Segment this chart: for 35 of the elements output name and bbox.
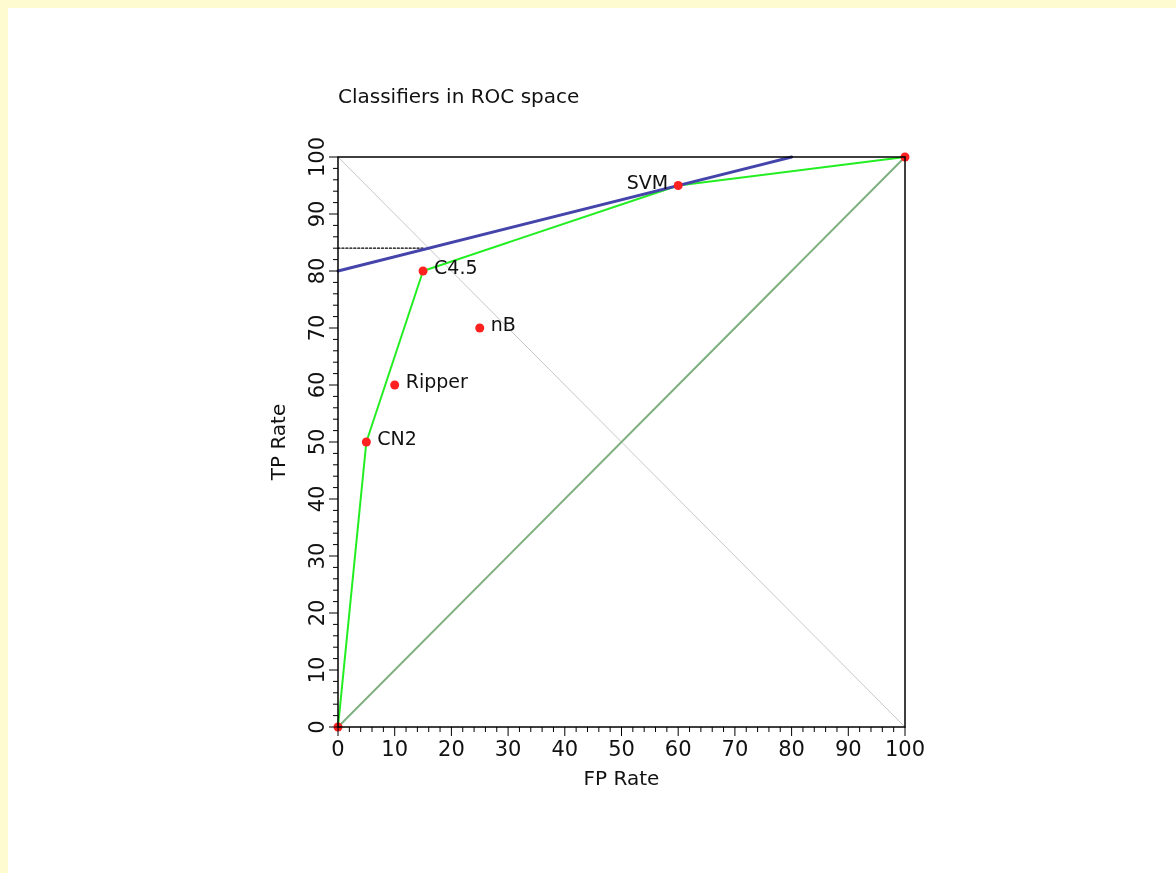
annotation: SVM	[626, 170, 669, 193]
chart-title: Classifiers in ROC space	[338, 84, 580, 108]
y-tick-label: 30	[305, 542, 329, 570]
x-tick-label: 20	[438, 737, 465, 761]
annotation: C4.5	[434, 256, 478, 278]
y-tick-label: 20	[305, 599, 329, 627]
point	[475, 323, 485, 333]
x-tick-label: 0	[331, 737, 345, 761]
x-tick-label: 10	[381, 737, 409, 761]
point	[418, 266, 428, 276]
y-axis-title: TP Rate	[266, 403, 290, 482]
x-axis-title: FP Rate	[583, 766, 660, 790]
y-tick-label: 80	[305, 257, 329, 285]
y-tick-label: 60	[305, 371, 329, 399]
y-tick-label: 40	[305, 485, 329, 513]
x-tick-label: 80	[778, 737, 805, 761]
x-tick-label: 50	[608, 737, 635, 761]
annotation: Ripper	[405, 370, 468, 392]
annotation: nB	[490, 313, 516, 335]
x-tick-label: 40	[551, 737, 579, 761]
y-tick-label: 90	[305, 200, 329, 228]
y-tick-label: 70	[305, 314, 329, 342]
y-tick-label: 50	[305, 428, 329, 456]
annotation: CN2	[377, 427, 417, 449]
x-tick-label: 70	[721, 737, 749, 761]
x-tick-label: 100	[884, 737, 926, 761]
point	[361, 437, 371, 447]
y-tick-label: 100	[305, 136, 329, 178]
point	[390, 380, 400, 390]
y-tick-label: 0	[305, 720, 329, 734]
x-tick-label: 90	[834, 737, 862, 761]
x-tick-label: 30	[494, 737, 522, 761]
point	[673, 181, 683, 190]
y-tick-label: 10	[305, 656, 329, 684]
x-tick-label: 60	[664, 737, 692, 761]
